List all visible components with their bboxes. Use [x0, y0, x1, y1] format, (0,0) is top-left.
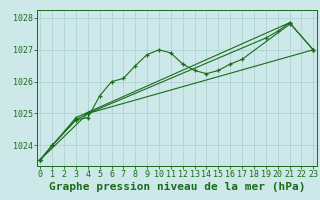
X-axis label: Graphe pression niveau de la mer (hPa): Graphe pression niveau de la mer (hPa) — [49, 182, 305, 192]
